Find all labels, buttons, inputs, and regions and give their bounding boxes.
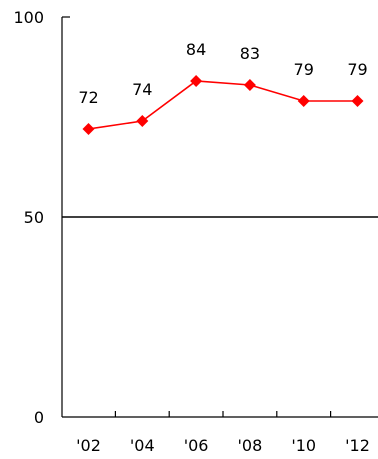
data-label: 74 bbox=[132, 80, 152, 99]
x-tick-label: '06 bbox=[184, 436, 209, 455]
x-tick-label: '12 bbox=[345, 436, 370, 455]
data-point bbox=[243, 79, 256, 91]
labels-layer: 0 50 100 '02 '04 '06 '08 '10 '12 72 74 84 83 79 79 bbox=[13, 8, 369, 455]
data-point bbox=[82, 123, 95, 135]
y-tick-label: 100 bbox=[13, 8, 44, 27]
series-line bbox=[88, 80, 358, 130]
x-tick-label: '04 bbox=[130, 436, 155, 455]
y-tick-label: 0 bbox=[34, 408, 44, 427]
data-point bbox=[351, 95, 364, 107]
axes bbox=[61, 16, 378, 418]
data-point bbox=[190, 75, 203, 87]
x-tick-label: '10 bbox=[291, 436, 316, 455]
data-label: 84 bbox=[186, 40, 206, 59]
data-point bbox=[136, 115, 149, 127]
data-label: 79 bbox=[347, 60, 367, 79]
data-label: 83 bbox=[240, 44, 260, 63]
data-point bbox=[297, 95, 310, 107]
series-layer bbox=[82, 75, 364, 135]
data-label: 72 bbox=[78, 88, 98, 107]
data-label: 79 bbox=[294, 60, 314, 79]
x-tick-label: '08 bbox=[238, 436, 263, 455]
y-tick-label: 50 bbox=[24, 208, 44, 227]
x-tick-label: '02 bbox=[76, 436, 101, 455]
